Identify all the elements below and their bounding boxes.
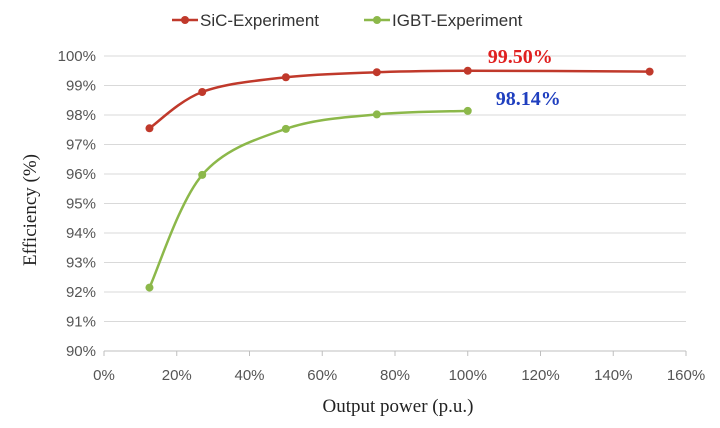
data-point-sic <box>372 68 381 77</box>
data-point-igbt <box>145 283 154 292</box>
y-tick-label: 95% <box>66 196 96 213</box>
data-point-sic <box>145 124 154 133</box>
x-tick-label: 120% <box>521 367 559 384</box>
legend-label-sic: SiC-Experiment <box>200 11 319 30</box>
y-tick-label: 98% <box>66 107 96 124</box>
legend-marker-igbt <box>373 16 381 24</box>
data-point-igbt <box>463 106 472 115</box>
data-point-sic <box>645 67 654 76</box>
y-tick-label: 91% <box>66 314 96 331</box>
y-axis-title: Efficiency (%) <box>20 154 41 266</box>
data-point-igbt <box>198 170 207 179</box>
x-tick-label: 160% <box>667 367 705 384</box>
data-label-annotation: 98.14% <box>496 88 561 110</box>
x-tick-label: 40% <box>234 367 264 384</box>
y-tick-label: 97% <box>66 137 96 154</box>
y-tick-label: 100% <box>58 48 96 65</box>
x-tick-label: 140% <box>594 367 632 384</box>
annotation-layer: 99.50% 98.14% <box>488 46 561 110</box>
y-tick-label: 93% <box>66 255 96 272</box>
y-tick-label: 92% <box>66 284 96 301</box>
series-layer <box>145 66 654 292</box>
y-tick-label: 99% <box>66 78 96 95</box>
grid-layer <box>104 55 686 352</box>
series-line-igbt <box>148 109 468 289</box>
series-line-sic <box>148 69 650 130</box>
legend-label-igbt: IGBT-Experiment <box>392 11 523 30</box>
y-tick-label: 96% <box>66 166 96 183</box>
legend-marker-sic <box>181 16 189 24</box>
x-tick-label: 80% <box>380 367 410 384</box>
x-axis-title: Output power (p.u.) <box>323 396 474 417</box>
x-tick-label: 20% <box>162 367 192 384</box>
data-point-sic <box>281 73 290 82</box>
legend: SiC-Experiment IGBT-Experiment <box>172 11 523 30</box>
x-tick-label: 60% <box>307 367 337 384</box>
y-tick-label: 94% <box>66 225 96 242</box>
axis-layer: 90% 91% 92% 93% 94% 95% 96% 97% 98% 99% 100% 0% 20% 4… <box>58 48 706 384</box>
x-tick-label: 0% <box>93 367 115 384</box>
data-point-igbt <box>281 124 290 133</box>
data-point-sic <box>463 66 472 75</box>
data-point-sic <box>198 87 207 96</box>
y-tick-label: 90% <box>66 343 96 360</box>
x-tick-label: 100% <box>449 367 487 384</box>
data-point-igbt <box>372 110 381 119</box>
data-label-annotation: 99.50% <box>488 46 553 68</box>
